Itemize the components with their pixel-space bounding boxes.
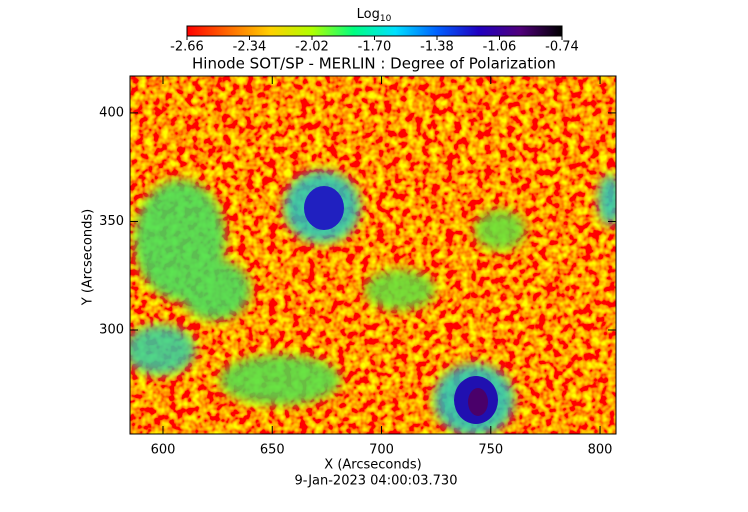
- x-tick-label: 700: [369, 443, 394, 458]
- y-tick-label: 300: [99, 323, 124, 338]
- x-axis-label: X (Arcseconds): [324, 458, 421, 473]
- y-tick-label: 400: [99, 105, 124, 120]
- colorbar-tick-label: -2.34: [233, 40, 267, 55]
- x-tick-label: 750: [478, 443, 503, 458]
- colorbar-tick-label: -1.38: [420, 40, 454, 55]
- colorbar-tick-label: -2.02: [295, 40, 329, 55]
- colorbar-tick-label: -0.74: [545, 40, 579, 55]
- colorbar-tick-label: -1.70: [358, 40, 392, 55]
- plot-frame: [129, 75, 617, 435]
- colorbar-label: Log10: [357, 7, 392, 24]
- colorbar-tick-label: -2.66: [170, 40, 204, 55]
- timestamp: 9-Jan-2023 04:00:03.730: [295, 474, 458, 489]
- y-tick-label: 350: [99, 214, 124, 229]
- colorbar-tick-label: -1.06: [483, 40, 517, 55]
- x-tick-label: 800: [588, 443, 613, 458]
- x-tick-label: 650: [260, 443, 285, 458]
- y-axis-label: Y (Arcseconds): [81, 209, 96, 306]
- chart-title: Hinode SOT/SP - MERLIN : Degree of Polar…: [192, 55, 556, 73]
- heatmap: [130, 76, 616, 434]
- colorbar: [186, 25, 563, 37]
- x-tick-label: 600: [151, 443, 176, 458]
